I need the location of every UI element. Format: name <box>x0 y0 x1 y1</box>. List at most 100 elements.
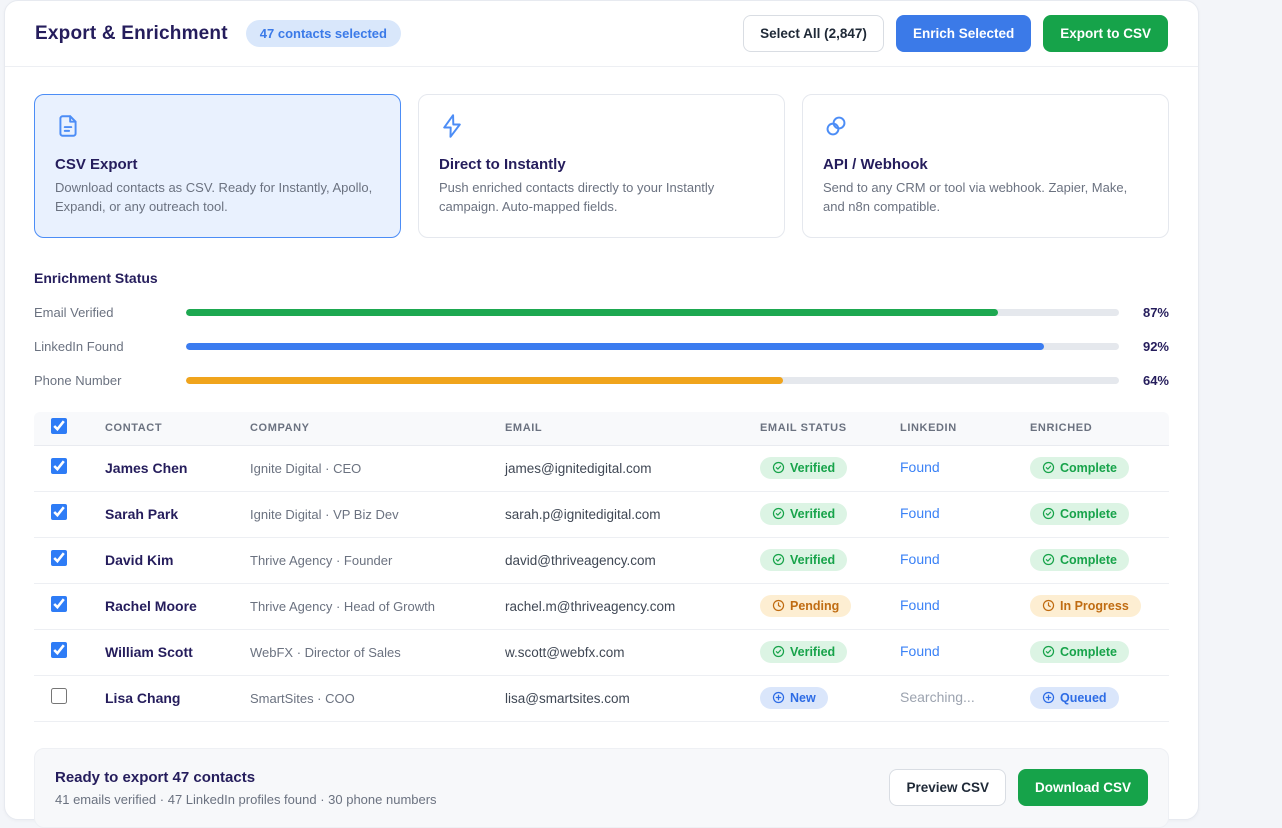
select-all-checkbox[interactable] <box>51 417 67 434</box>
row-checkbox[interactable] <box>51 687 67 704</box>
contact-name: James Chen <box>105 460 188 477</box>
file-icon <box>59 115 77 137</box>
table-body: James Chen Ignite Digital · CEO james@igni… <box>34 446 1169 722</box>
enriched-status-badge: Complete <box>1030 548 1129 571</box>
row-checkbox-cell <box>34 503 105 525</box>
company-role: WebFX · Director of Sales <box>250 644 401 660</box>
email-status-cell: Verified <box>760 548 900 572</box>
option-desc: Push enriched contacts directly to your … <box>439 180 715 214</box>
email-status-badge: Verified <box>760 456 848 479</box>
contact-name: David Kim <box>105 552 174 569</box>
linkedin-cell: Found <box>900 597 1030 615</box>
table-row: Sarah Park Ignite Digital · VP Biz Dev sar… <box>34 492 1169 538</box>
contacts-selected-badge: 47 contacts selected <box>245 20 401 47</box>
linkedin-found-link[interactable]: Found <box>900 551 940 568</box>
row-checkbox[interactable] <box>51 595 67 612</box>
email-status-cell: Verified <box>760 640 900 664</box>
enrichment-status-title: Enrichment Status <box>34 269 158 286</box>
export-summary-title: Ready to export 47 contacts <box>55 768 256 786</box>
plus-circle-icon <box>772 692 785 704</box>
check-circle-icon <box>1042 462 1055 474</box>
company-role: Thrive Agency · Head of Growth <box>250 598 435 614</box>
row-checkbox[interactable] <box>51 503 67 520</box>
enrichment-bar-label: Phone Number <box>34 372 122 388</box>
enrichment-bar-row: LinkedIn Found 92% <box>34 339 1169 354</box>
row-checkbox[interactable] <box>51 641 67 658</box>
check-circle-icon <box>772 508 785 520</box>
option-card-csv-export[interactable]: CSV Export Download contacts as CSV. Rea… <box>34 94 401 238</box>
table-row: James Chen Ignite Digital · CEO james@igni… <box>34 446 1169 492</box>
row-checkbox-cell <box>34 641 105 663</box>
check-circle-icon <box>772 462 785 474</box>
row-checkbox-cell <box>34 687 105 709</box>
email-address: rachel.m@thriveagency.com <box>505 598 676 614</box>
option-title: CSV Export <box>55 156 138 173</box>
export-summary-info: Ready to export 47 contacts 41 emails ve… <box>55 769 437 807</box>
table-row: Lisa Chang SmartSites · COO lisa@smartsite… <box>34 676 1169 722</box>
check-circle-icon <box>772 554 785 566</box>
check-circle-icon <box>772 646 785 658</box>
linkedin-found-link[interactable]: Found <box>900 505 940 522</box>
company-role: Thrive Agency · Founder <box>250 552 393 568</box>
column-header-linkedin: LINKEDIN <box>900 422 957 435</box>
export-summary-bar: Ready to export 47 contacts 41 emails ve… <box>34 747 1169 828</box>
enrichment-bars: Email Verified 87% LinkedIn Found 92% Phone … <box>34 305 1169 388</box>
row-checkbox[interactable] <box>51 457 67 474</box>
company-role: Ignite Digital · VP Biz Dev <box>250 506 399 522</box>
email-status-badge: Verified <box>760 640 848 663</box>
email-status-cell: Verified <box>760 502 900 526</box>
linkedin-found-link[interactable]: Found <box>900 597 940 614</box>
enrichment-bar-label: Email Verified <box>34 304 114 320</box>
enrichment-bar-track <box>186 342 1119 350</box>
export-to-csv-button[interactable]: Export to CSV <box>1043 15 1168 52</box>
linkedin-found-link[interactable]: Found <box>900 459 940 476</box>
option-card-api-webhook[interactable]: API / Webhook Send to any CRM or tool vi… <box>802 94 1169 238</box>
clock-icon <box>1042 600 1055 612</box>
email-address: lisa@smartsites.com <box>505 690 630 706</box>
enrichment-bar-row: Email Verified 87% <box>34 305 1169 320</box>
email-status-badge: Verified <box>760 502 848 525</box>
contact-name: Rachel Moore <box>105 598 197 615</box>
contact-name: William Scott <box>105 644 193 661</box>
linkedin-found-link[interactable]: Found <box>900 643 940 660</box>
bolt-icon <box>443 114 461 138</box>
email-address: david@thriveagency.com <box>505 552 656 568</box>
email-status-badge: Verified <box>760 548 848 571</box>
enriched-cell: Complete <box>1030 640 1169 664</box>
email-status-cell: Pending <box>760 594 900 618</box>
enriched-status-badge: Complete <box>1030 502 1129 525</box>
enrichment-bar-label: LinkedIn Found <box>34 338 124 354</box>
column-header-email-status: EMAIL STATUS <box>760 422 847 435</box>
clock-icon <box>772 600 785 612</box>
linkedin-cell: Found <box>900 643 1030 661</box>
linkedin-cell: Found <box>900 459 1030 477</box>
row-checkbox-cell <box>34 549 105 571</box>
page-title: Export & Enrichment <box>35 22 228 44</box>
enriched-cell: In Progress <box>1030 594 1169 618</box>
export-summary-subtitle: 41 emails verified · 47 LinkedIn profile… <box>55 791 437 807</box>
enriched-cell: Complete <box>1030 548 1169 572</box>
option-title: API / Webhook <box>823 156 928 173</box>
enriched-cell: Queued <box>1030 686 1169 710</box>
preview-csv-button[interactable]: Preview CSV <box>889 769 1006 807</box>
email-status-cell: Verified <box>760 456 900 480</box>
check-circle-icon <box>1042 508 1055 520</box>
linkedin-cell: Found <box>900 505 1030 523</box>
row-checkbox[interactable] <box>51 549 67 566</box>
enrichment-bar-fill <box>186 308 998 316</box>
enrichment-bar-track <box>186 308 1119 316</box>
export-summary-actions: Preview CSV Download CSV <box>889 769 1148 807</box>
table-header-row: CONTACT COMPANY EMAIL EMAIL STATUS LINKE… <box>34 411 1169 446</box>
enrichment-bar-fill <box>186 376 784 384</box>
enrichment-status-section: Enrichment Status Email Verified 87% Linke… <box>34 270 1169 388</box>
email-address: w.scott@webfx.com <box>505 644 625 660</box>
enrich-selected-button[interactable]: Enrich Selected <box>895 15 1032 52</box>
company-role: Ignite Digital · CEO <box>250 460 362 476</box>
download-csv-button[interactable]: Download CSV <box>1017 769 1148 807</box>
linkedin-searching-text: Searching... <box>900 689 975 706</box>
check-circle-icon <box>1042 646 1055 658</box>
export-enrichment-panel: Export & Enrichment 47 contacts selected… <box>4 0 1199 828</box>
option-card-direct-to-instantly[interactable]: Direct to Instantly Push enriched contac… <box>418 94 785 238</box>
select-all-button[interactable]: Select All (2,847) <box>743 15 884 52</box>
enrichment-bar-track <box>186 376 1119 384</box>
